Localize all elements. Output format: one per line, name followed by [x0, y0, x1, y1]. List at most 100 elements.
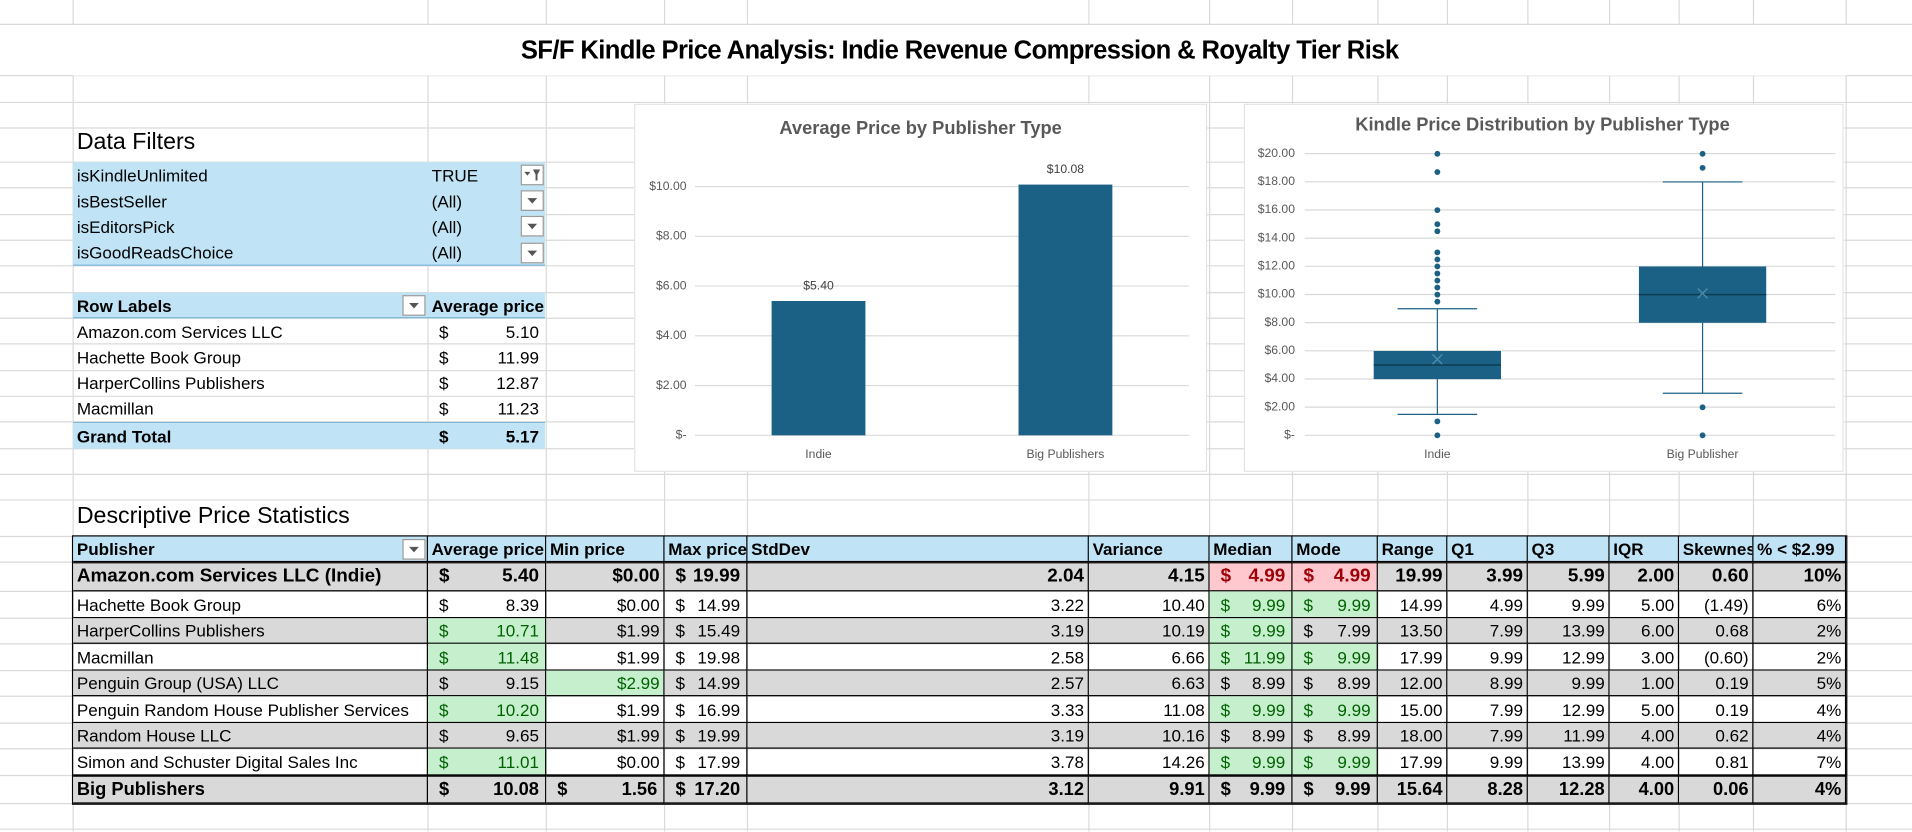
stats-cell: 15.00: [1377, 696, 1448, 724]
cell-part: $: [438, 426, 449, 446]
stats-cell: 5.00: [1609, 591, 1680, 619]
stats-header: Max price: [664, 536, 748, 563]
stats-cell: $9.99: [1292, 696, 1378, 724]
stats-cell: $9.99: [1292, 748, 1378, 776]
cell-part: 10.08: [493, 779, 539, 800]
y-tick-label: $6.00: [656, 278, 687, 292]
y-tick-label: $12.00: [1258, 259, 1295, 273]
y-tick-label: $14.00: [1258, 230, 1295, 244]
stats-header: Mode: [1292, 536, 1378, 563]
stats-cell: Hachette Book Group: [73, 591, 429, 619]
stats-header: Range: [1377, 536, 1448, 563]
arrow-shape: [527, 224, 538, 230]
pivot-row-label: Macmillan: [76, 399, 154, 419]
stats-cell: $19.99: [664, 562, 748, 592]
filter-dropdown[interactable]: [520, 190, 544, 212]
filter-dropdown[interactable]: [520, 164, 544, 186]
cell-part: 17.99: [697, 751, 741, 772]
cell-part: 14.99: [697, 594, 741, 614]
cell-part: 9.99: [1337, 646, 1371, 667]
cell-part: 15.49: [697, 620, 741, 641]
stats-cell: 0.19: [1679, 696, 1754, 724]
cell-part: $: [1303, 751, 1314, 772]
stats-cell: 17.99: [1377, 748, 1448, 776]
stats-cell: $1.56: [546, 775, 665, 804]
stats-cell: 0.06: [1679, 775, 1754, 804]
stats-cell: 14.26: [1088, 748, 1210, 776]
stats-cell: 14.99: [1377, 591, 1448, 619]
stats-cell: (0.60): [1679, 643, 1754, 671]
stats-cell: 2.00: [1609, 562, 1680, 592]
cell-part: $: [675, 594, 686, 614]
stats-cell: $8.39: [428, 591, 547, 619]
stats-cell: 6.00: [1609, 618, 1680, 644]
pivot-total-label: Grand Total: [73, 423, 429, 449]
stats-cell: 8.28: [1447, 775, 1528, 804]
y-tick-label: $18.00: [1258, 174, 1295, 188]
dropdown-arrow: [527, 250, 538, 256]
dropdown-arrow: [527, 224, 538, 230]
stats-header: Min price: [546, 536, 665, 563]
cell-part: 11.01: [497, 751, 539, 772]
outlier: [1434, 228, 1441, 235]
y-tick-label: $16.00: [1258, 202, 1295, 216]
outlier: [1699, 164, 1706, 171]
stats-cell: $9.99: [1292, 775, 1378, 804]
cell-part: $: [438, 779, 450, 800]
cell-part: 4.99: [1248, 565, 1286, 587]
pivot-value: $12.87: [428, 370, 545, 396]
stats-cell: $1.99: [546, 618, 665, 644]
stats-cell: $17.99: [664, 748, 748, 776]
stats-cell: $0.00: [546, 562, 665, 592]
stats-header: Publisher: [73, 536, 429, 563]
stats-header: Average price: [428, 536, 547, 563]
outlier: [1699, 150, 1706, 157]
stats-cell: Macmillan: [73, 643, 429, 671]
cell-part: 10.71: [496, 620, 539, 641]
filter-dropdown[interactable]: [402, 538, 426, 560]
cell-part: 8.99: [1252, 725, 1286, 746]
stats-cell: $8.99: [1209, 670, 1293, 697]
stats-cell: $4.99: [1209, 562, 1293, 592]
stats-cell: 4.00: [1609, 775, 1680, 804]
cell-part: $: [438, 646, 449, 667]
stats-cell: 4.15: [1088, 562, 1210, 592]
stats-cell: $16.99: [664, 696, 748, 724]
stats-cell: $11.99: [1209, 643, 1293, 671]
stats-cell: $9.99: [1209, 775, 1293, 804]
cell-part: 9.15: [505, 673, 539, 693]
pivot-total-rule: [73, 421, 546, 424]
filter-dropdown[interactable]: [520, 216, 544, 238]
stats-cell: 17.99: [1377, 643, 1448, 671]
stats-cell: $15.49: [664, 618, 748, 644]
y-tick-label: $10.00: [649, 179, 686, 193]
stats-cell: Amazon.com Services LLC (Indie): [73, 562, 429, 592]
cell-part: 19.99: [697, 725, 741, 746]
stats-cell: $1.99: [546, 643, 665, 671]
cell-part: $: [438, 725, 449, 746]
stats-cell: $1.99: [546, 696, 665, 724]
filter-dropdown[interactable]: [402, 295, 426, 316]
outlier: [1434, 298, 1441, 305]
chart-title: Average Price by Publisher Type: [779, 117, 1061, 138]
outlier: [1434, 249, 1441, 256]
mean-marker: [1697, 287, 1708, 299]
cell-part: $: [1303, 779, 1314, 800]
value-label: $10.08: [1047, 162, 1084, 176]
stats-cell: Penguin Random House Publisher Services: [73, 696, 429, 724]
stats-cell: 18.00: [1377, 723, 1448, 749]
stats-cell: $5.40: [428, 562, 547, 592]
stats-cell: 2.57: [747, 670, 1089, 697]
filter-field: isKindleUnlimited: [76, 165, 208, 185]
cell-part: 9.99: [1252, 620, 1286, 641]
cell-part: $: [1303, 646, 1314, 667]
pivot-total-value: $5.17: [428, 423, 546, 449]
y-tick-label: $-: [676, 428, 687, 442]
cell-part: $: [1220, 725, 1231, 746]
cell-part: $: [1303, 673, 1314, 693]
cell-part: 9.99: [1334, 779, 1371, 800]
filter-dropdown[interactable]: [520, 242, 544, 263]
bar: [771, 300, 866, 436]
outlier: [1434, 221, 1441, 228]
cell-part: 4.99: [1333, 565, 1371, 587]
